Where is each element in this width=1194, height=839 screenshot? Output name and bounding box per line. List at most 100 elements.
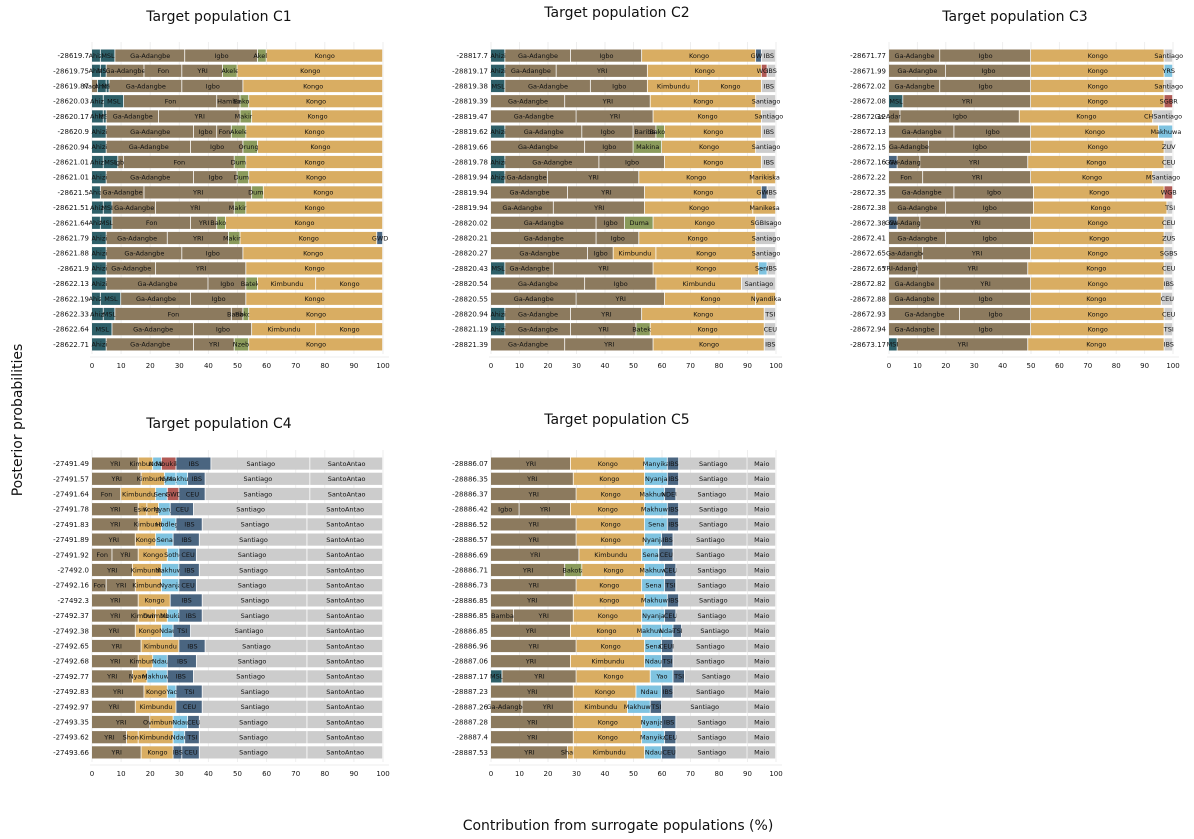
row-label: -28621.51 xyxy=(53,204,89,212)
bar-segment xyxy=(92,518,138,531)
bar-segment-label: YRI xyxy=(528,582,539,590)
bar-segment xyxy=(92,95,103,108)
row-label: -28621.79 xyxy=(53,235,89,243)
bar-segment-label: YRI xyxy=(968,158,979,166)
x-tick-label: 20 xyxy=(544,770,553,778)
bar-segment xyxy=(940,277,1031,290)
bar-segment-label: Ahizi xyxy=(90,98,106,106)
bar-segment-label: Kongo xyxy=(1086,295,1106,303)
bar-segment xyxy=(889,323,940,336)
bar-segment xyxy=(106,140,191,153)
bar-segment xyxy=(234,338,249,351)
bar-segment-label: Sena xyxy=(642,551,658,559)
bar-segment-label: Igbo xyxy=(210,143,224,151)
bar-segment-label: Kongo xyxy=(303,82,323,90)
bar-segment-label: Ndau xyxy=(645,658,662,666)
bar-segment xyxy=(662,639,673,653)
bar-segment-label: Kongo xyxy=(294,219,314,227)
bar-segment-label: Fon xyxy=(157,67,169,75)
bar-segment-label: Kongo xyxy=(1088,310,1108,318)
bar-segment xyxy=(193,670,307,683)
bar-segment-label: Santiago xyxy=(752,234,781,242)
chart-title: Target population C2 xyxy=(543,5,689,21)
bar-segment xyxy=(633,125,656,138)
bar-segment xyxy=(307,639,383,653)
bar-segment xyxy=(491,155,505,169)
bar-segment-label: Akele xyxy=(253,52,271,60)
bar-segment xyxy=(92,579,106,592)
bar-segment xyxy=(764,323,776,336)
bar-segment-label: Kongo xyxy=(601,490,621,498)
bar-segment-label: MSL xyxy=(101,52,115,60)
bar-segment-label: SantoAntao xyxy=(326,658,364,666)
row-label: -28672.93 xyxy=(850,311,886,319)
bar-segment xyxy=(491,231,596,245)
row-label: -27491.92 xyxy=(53,551,89,559)
bar-segment-label: Makina xyxy=(223,234,246,242)
row-label: -28886.73 xyxy=(452,582,488,590)
bar-segment xyxy=(307,563,383,577)
bar-segment xyxy=(747,503,776,516)
row-label: -28820.02 xyxy=(452,219,488,227)
bar-segment-label: SantoAntao xyxy=(326,597,364,605)
bar-segment xyxy=(596,216,625,229)
bar-segment xyxy=(681,624,747,637)
bar-segment-label: IBS xyxy=(187,642,197,650)
bar-segment xyxy=(679,457,747,470)
bar-segment xyxy=(205,639,307,653)
bar-segment-label: Fon xyxy=(146,219,158,227)
bar-segment xyxy=(747,746,776,759)
bar-segment-label: Igbo xyxy=(602,143,616,151)
bar-segment-label: SantoAntao xyxy=(326,703,364,711)
bar-segment-label: Maio xyxy=(754,566,769,574)
bar-segment-label: Kimbundu xyxy=(137,475,170,483)
bar-segment-label: Kongo xyxy=(1088,326,1108,334)
bar-segment-label: MSantiago xyxy=(1146,174,1180,182)
bar-segment-label: YRI xyxy=(189,204,200,212)
bar-segment-label: Ga-Adangbe xyxy=(895,280,935,288)
bar-segment xyxy=(103,155,118,169)
bar-segment-label: Ga-Adangbe xyxy=(511,67,551,75)
bar-segment-label: Santiago xyxy=(239,718,268,726)
bar-segment-label: CEUR xyxy=(659,642,677,650)
row-label: -28622.13 xyxy=(53,280,89,288)
bar-segment xyxy=(1033,186,1164,199)
bar-segment-label: IBS xyxy=(767,67,777,75)
bar-segment-label: CEU xyxy=(1162,158,1176,166)
bar-segment-label: Ahizi xyxy=(91,250,107,258)
bar-segment xyxy=(928,140,1031,153)
bar-segment-label: Kongo xyxy=(1076,113,1096,121)
bar-segment-label: Ga-Adangbe xyxy=(518,143,558,151)
bar-segment xyxy=(167,670,194,683)
bar-segment-label: Sena xyxy=(648,521,664,529)
bar-segment xyxy=(179,548,196,561)
bar-segment-label: YRI xyxy=(971,250,982,258)
bar-segment xyxy=(182,746,199,759)
bar-segment xyxy=(1028,262,1164,275)
bar-segment-label: Ovimbundu xyxy=(143,718,181,726)
chart-title: Target population C5 xyxy=(543,412,689,428)
bar-segment xyxy=(1153,110,1173,123)
bar-segment xyxy=(1164,95,1173,108)
bar-segment xyxy=(636,323,650,336)
bar-segment xyxy=(491,307,505,321)
bar-segment xyxy=(1164,231,1173,245)
bar-segment-label: YRI xyxy=(533,673,544,681)
row-label: -28621.88 xyxy=(53,250,89,258)
bar-segment-label: Kongo xyxy=(1088,67,1108,75)
bar-segment-label: CEU xyxy=(664,566,678,574)
bar-segment-label: YRI xyxy=(600,310,611,318)
bar-segment-label: CEU xyxy=(664,612,678,620)
bar-segment-label: YRI xyxy=(526,734,537,742)
bar-segment xyxy=(756,292,776,305)
bar-segment xyxy=(491,685,573,698)
bar-segment-label: Makhuwa xyxy=(155,566,186,574)
bar-segment-label: YRI xyxy=(969,219,980,227)
bar-segment-label: Ga-Adangbe xyxy=(133,326,173,334)
x-tick-label: 30 xyxy=(175,770,184,778)
bar-segment-label: Bariba xyxy=(227,310,248,318)
bar-segment-label: YRI xyxy=(195,265,206,273)
bar-segment-label: IBS xyxy=(181,536,191,544)
bar-segment-label: SGBR xyxy=(1160,98,1179,106)
bar-segment xyxy=(505,171,548,184)
